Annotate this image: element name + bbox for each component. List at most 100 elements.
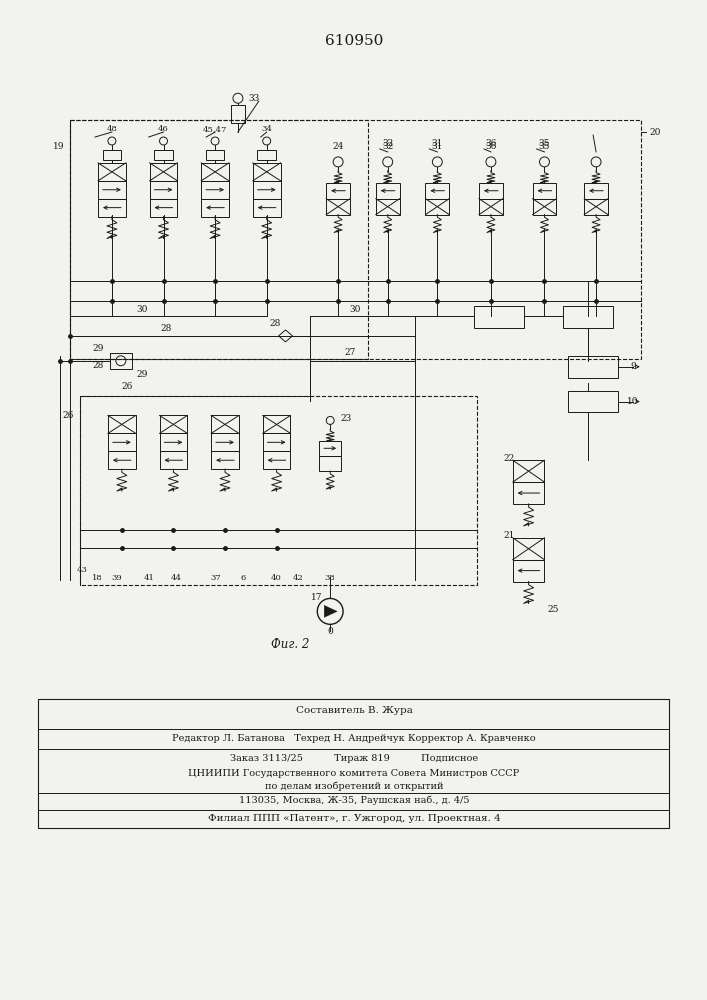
Bar [376,199,399,215]
Text: Редактор Л. Батанова   Техред Н. Андрейчук Корректор А. Кравченко: Редактор Л. Батанова Техред Н. Андрейчук… [173,734,536,743]
Text: Заказ 3113/25          Тираж 819          Подписное: Заказ 3113/25 Тираж 819 Подписное [230,754,478,763]
Bar [201,199,229,217]
Bar [513,460,544,482]
Bar [532,199,556,215]
Bar [231,105,245,123]
Bar [108,433,136,451]
Bar [263,415,291,433]
Text: 33: 33 [248,94,259,103]
Text: Филиал ППП «Патент», г. Ужгород, ул. Проектная. 4: Филиал ППП «Патент», г. Ужгород, ул. Про… [208,814,501,823]
Text: 45,47: 45,47 [203,125,227,133]
Text: 42: 42 [293,574,304,582]
Bar [253,199,281,217]
Bar [160,451,187,469]
Bar [563,306,613,328]
Bar [584,199,608,215]
Bar [150,181,177,199]
Text: 25: 25 [548,605,559,614]
Text: 10: 10 [627,397,638,406]
Text: 48: 48 [107,125,117,133]
Bar [201,181,229,199]
Text: 26: 26 [121,382,132,391]
Bar [108,451,136,469]
Bar [211,451,239,469]
Text: ЦНИИПИ Государственного комитета Совета Министров СССР: ЦНИИПИ Государственного комитета Совета … [188,769,520,778]
Text: 27: 27 [344,348,356,357]
Bar [513,482,544,504]
Text: 24: 24 [332,142,344,151]
Bar [150,199,177,217]
Bar [253,163,281,181]
Bar [584,183,608,199]
Bar [513,560,544,582]
Bar [103,150,121,160]
Text: 29: 29 [136,370,147,379]
Bar [160,415,187,433]
Bar [110,353,132,369]
Bar [201,163,229,181]
Bar [320,456,341,471]
Bar [80,396,477,585]
Bar [426,199,449,215]
Bar [263,433,291,451]
Text: 0: 0 [327,627,333,636]
Text: 113035, Москва, Ж-35, Раушская наб., д. 4/5: 113035, Москва, Ж-35, Раушская наб., д. … [239,796,469,805]
Text: 32: 32 [382,142,393,151]
Bar [108,415,136,433]
Bar [98,163,126,181]
Text: 32: 32 [382,139,393,148]
Text: 31: 31 [432,139,443,148]
Text: 17: 17 [310,593,322,602]
Bar [253,181,281,199]
Text: 20: 20 [650,128,661,137]
Text: 28: 28 [160,324,173,333]
Text: 35: 35 [539,142,550,151]
Text: 29: 29 [93,344,104,353]
Text: 35: 35 [539,139,550,148]
Text: 36: 36 [485,139,496,148]
Text: 18: 18 [92,574,103,582]
Bar [154,150,173,160]
Bar [98,181,126,199]
Text: 26: 26 [63,411,74,420]
Text: 30: 30 [349,305,361,314]
Bar [98,199,126,217]
Text: 6: 6 [240,574,245,582]
Bar [37,699,670,828]
Bar [326,183,350,199]
Bar [211,415,239,433]
Text: по делам изобретений и открытий: по делам изобретений и открытий [264,782,443,791]
Text: 46: 46 [158,125,169,133]
Bar [568,391,618,412]
Text: 23: 23 [341,414,351,423]
Text: 40: 40 [270,574,281,582]
Text: 31: 31 [432,142,443,151]
Bar [263,451,291,469]
Bar [150,163,177,181]
Text: 41: 41 [144,574,155,582]
Bar [513,538,544,560]
Bar [70,120,368,359]
Polygon shape [325,605,337,617]
Bar [320,441,341,456]
Text: 28: 28 [93,361,104,370]
Text: 30: 30 [136,305,147,314]
Bar [479,199,503,215]
Bar [160,433,187,451]
Text: 44: 44 [171,574,182,582]
Text: Фиг. 2: Фиг. 2 [271,638,310,651]
Bar [206,150,224,160]
Text: 610950: 610950 [325,34,383,48]
Text: 39: 39 [112,574,122,582]
Bar [426,183,449,199]
Bar [257,150,276,160]
Bar [376,183,399,199]
Bar [532,183,556,199]
Bar [326,199,350,215]
Text: 21: 21 [503,531,515,540]
Bar [479,183,503,199]
Text: 43: 43 [77,566,88,574]
Bar [211,433,239,451]
Text: 38: 38 [325,574,336,582]
Text: 28: 28 [270,319,281,328]
